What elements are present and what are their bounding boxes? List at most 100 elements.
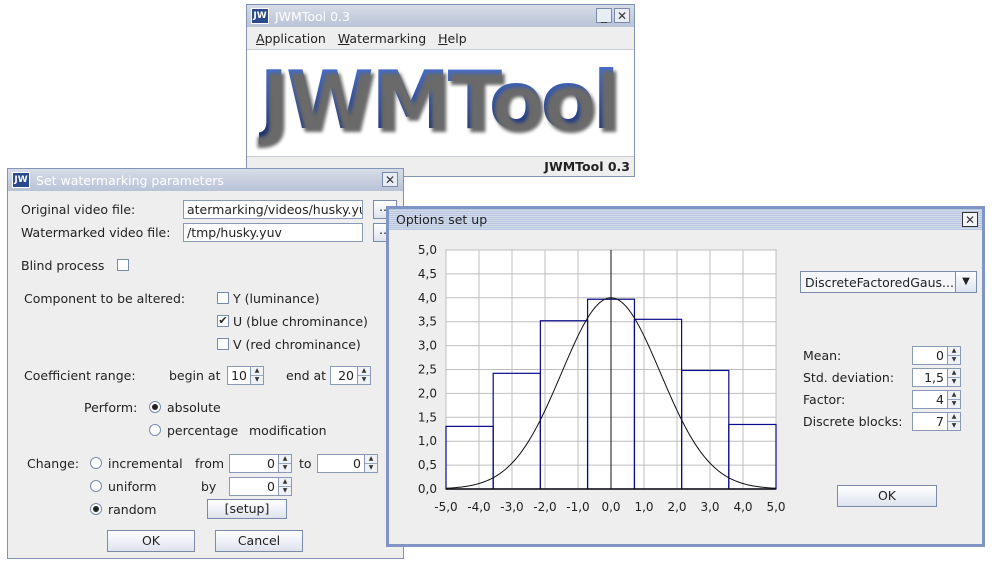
original-file-label: Original video file: — [21, 202, 136, 217]
menubar: Application Watermarking Help — [247, 27, 634, 50]
params-titlebar[interactable]: JW Set watermarking parameters ✕ — [8, 169, 403, 191]
options-ok-button[interactable]: OK — [837, 485, 937, 507]
factor-spinner[interactable]: ▲ ▼ — [948, 390, 961, 409]
setup-button[interactable]: [setup] — [207, 499, 287, 519]
watermarked-file-field[interactable]: /tmp/husky.yuv — [183, 223, 363, 242]
y-tick-label: 3,5 — [418, 315, 437, 329]
perform-percentage-label: percentage — [167, 423, 239, 438]
main-window-title: JWMTool 0.3 — [275, 8, 350, 24]
options-dialog-title: Options set up — [396, 212, 488, 227]
watermarked-file-label: Watermarked video file: — [21, 225, 171, 240]
to-spinner[interactable]: ▲ ▼ — [365, 454, 378, 473]
cancel-button[interactable]: Cancel — [215, 530, 303, 552]
y-tick-label: 0,5 — [418, 458, 437, 472]
params-dialog-title: Set watermarking parameters — [36, 172, 224, 188]
blind-process-checkbox[interactable] — [117, 259, 129, 271]
std-deviation-spinner[interactable]: ▲ ▼ — [948, 368, 961, 387]
y-tick-label: 2,5 — [418, 363, 437, 377]
change-random-label: random — [108, 502, 157, 517]
close-icon[interactable]: ✕ — [962, 212, 978, 227]
menu-watermarking[interactable]: Watermarking — [337, 30, 427, 46]
menu-help[interactable]: Help — [438, 30, 467, 46]
x-tick-label: -1,0 — [566, 500, 589, 514]
gaussian-curve — [445, 297, 777, 489]
by-spinner[interactable]: ▲ ▼ — [279, 477, 292, 496]
component-y-checkbox[interactable] — [217, 292, 229, 304]
x-tick-label: 0,0 — [601, 500, 620, 514]
main-window: JW JWMTool 0.3 _ ✕ Application Watermark… — [246, 4, 635, 177]
end-at-field[interactable]: 20 — [330, 366, 358, 385]
change-incremental-radio[interactable] — [90, 457, 102, 469]
begin-at-field[interactable]: 10 — [227, 366, 251, 385]
from-label: from — [195, 456, 225, 471]
perform-percentage-radio[interactable] — [149, 424, 161, 436]
options-titlebar[interactable]: Options set up ✕ — [389, 209, 982, 230]
change-uniform-label: uniform — [108, 479, 157, 494]
close-icon[interactable]: ✕ — [614, 8, 630, 23]
end-at-spinner[interactable]: ▲ ▼ — [358, 366, 371, 385]
x-tick-label: 3,0 — [700, 500, 719, 514]
component-label: Component to be altered: — [24, 291, 186, 306]
end-at-label: end at — [286, 368, 327, 383]
component-v-label: V (red chrominance) — [233, 337, 361, 352]
begin-at-label: begin at — [169, 368, 221, 383]
mean-field[interactable]: 0 — [912, 346, 948, 365]
chevron-down-icon[interactable]: ▼ — [955, 272, 976, 292]
perform-label: Perform: — [84, 400, 138, 415]
discrete-blocks-field[interactable]: 7 — [912, 412, 948, 431]
main-titlebar[interactable]: JW JWMTool 0.3 _ ✕ — [247, 5, 634, 27]
blind-process-label: Blind process — [21, 258, 105, 273]
y-tick-label: 1,0 — [418, 434, 437, 448]
change-uniform-radio[interactable] — [90, 480, 102, 492]
modification-label: modification — [249, 423, 327, 438]
minimize-icon[interactable]: _ — [596, 8, 612, 23]
mean-spinner[interactable]: ▲ ▼ — [948, 346, 961, 365]
menu-application[interactable]: Application — [256, 30, 326, 46]
discrete-blocks-label: Discrete blocks: — [803, 414, 903, 429]
ok-button[interactable]: OK — [107, 530, 195, 552]
y-tick-label: 4,5 — [418, 267, 437, 281]
x-tick-label: 1,0 — [634, 500, 653, 514]
change-label: Change: — [27, 456, 80, 471]
discrete-blocks-spinner[interactable]: ▲ ▼ — [948, 412, 961, 431]
x-tick-label: 4,0 — [733, 500, 752, 514]
component-v-checkbox[interactable] — [217, 338, 229, 350]
x-tick-label: -5,0 — [434, 500, 457, 514]
std-deviation-field[interactable]: 1,5 — [912, 368, 948, 387]
y-tick-label: 5,0 — [418, 243, 437, 257]
std-deviation-label: Std. deviation: — [803, 370, 895, 385]
distribution-select[interactable]: DiscreteFactoredGaus... ▼ — [800, 271, 977, 293]
close-icon[interactable]: ✕ — [382, 172, 398, 187]
app-icon: JW — [12, 172, 30, 188]
distribution-select-value: DiscreteFactoredGaus... — [805, 275, 954, 290]
params-dialog: JW Set watermarking parameters ✕ Origina… — [7, 168, 404, 559]
coefficient-range-label: Coefficient range: — [24, 368, 136, 383]
options-dialog: Options set up ✕ -5,0 -4,0 -3,0 -2,0 -1,0 0,0… — [386, 206, 985, 547]
change-incremental-label: incremental — [108, 456, 183, 471]
perform-absolute-label: absolute — [167, 400, 221, 415]
begin-at-spinner[interactable]: ▲ ▼ — [251, 366, 264, 385]
by-field[interactable]: 0 — [229, 477, 279, 496]
original-file-field[interactable]: atermarking/videos/husky.yuv — [183, 200, 363, 219]
to-label: to — [299, 456, 312, 471]
x-tick-label: -3,0 — [500, 500, 523, 514]
y-tick-label: 1,5 — [418, 410, 437, 424]
change-random-radio[interactable] — [90, 503, 102, 515]
app-icon: JW — [251, 8, 269, 24]
by-label: by — [201, 479, 217, 494]
from-field[interactable]: 0 — [229, 454, 279, 473]
mean-label: Mean: — [803, 348, 842, 363]
factor-label: Factor: — [803, 392, 846, 407]
perform-absolute-radio[interactable] — [149, 401, 161, 413]
y-tick-label: 2,0 — [418, 386, 437, 400]
x-tick-label: -4,0 — [467, 500, 490, 514]
x-tick-label: -2,0 — [533, 500, 556, 514]
component-u-label: U (blue chrominance) — [233, 314, 368, 329]
to-field[interactable]: 0 — [317, 454, 365, 473]
status-text: JWMTool 0.3 — [544, 159, 630, 174]
factor-field[interactable]: 4 — [912, 390, 948, 409]
x-tick-label: 2,0 — [667, 500, 686, 514]
from-spinner[interactable]: ▲ ▼ — [279, 454, 292, 473]
y-tick-label: 4,0 — [418, 291, 437, 305]
component-u-checkbox[interactable]: ✔ — [217, 314, 229, 327]
